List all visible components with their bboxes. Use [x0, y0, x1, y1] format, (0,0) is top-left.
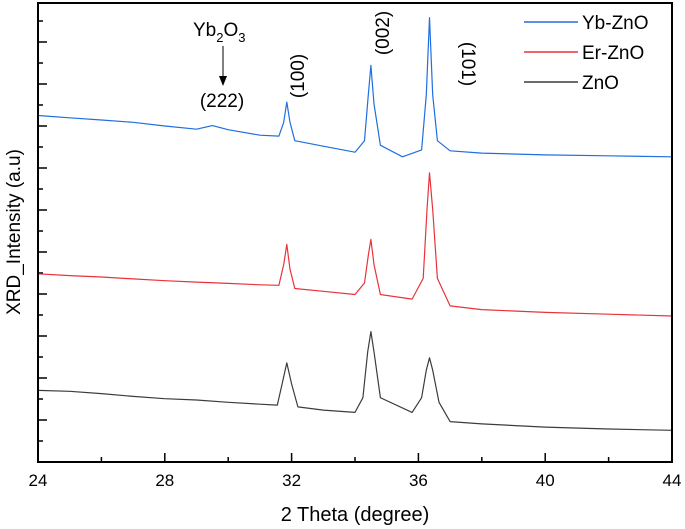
plot-frame: [37, 2, 673, 463]
series-line-er-zno: [37, 172, 673, 317]
peak-label-002: (002): [373, 11, 394, 55]
legend-label-zno: ZnO: [582, 73, 619, 94]
x-tick-label: 24: [29, 471, 48, 490]
phase-label-yb2o3: Yb2O3: [193, 20, 246, 45]
legend: Yb-ZnO Er-ZnO ZnO: [524, 13, 649, 94]
y-axis-ticks: [38, 20, 47, 442]
series-group: [37, 17, 673, 431]
x-tick-label: 28: [155, 471, 174, 490]
x-axis-ticks: 24 28 32 36 40 44: [29, 453, 682, 490]
arrow-head-icon: [219, 76, 227, 86]
peak-label-222: (222): [200, 91, 244, 112]
legend-label-yb-zno: Yb-ZnO: [582, 13, 649, 34]
x-tick-label: 40: [536, 471, 555, 490]
x-axis-label: 2 Theta (degree): [281, 504, 430, 526]
peak-label-101: (101): [457, 42, 478, 86]
x-tick-label: 44: [663, 471, 682, 490]
series-line-yb-zno: [37, 17, 673, 158]
peak-label-100: (100): [288, 54, 309, 98]
y-axis-label: XRD_Intensity (a.u): [4, 149, 25, 315]
x-tick-label: 32: [282, 471, 301, 490]
x-tick-label: 36: [409, 471, 428, 490]
legend-label-er-zno: Er-ZnO: [582, 43, 644, 64]
series-line-zno: [37, 331, 673, 431]
